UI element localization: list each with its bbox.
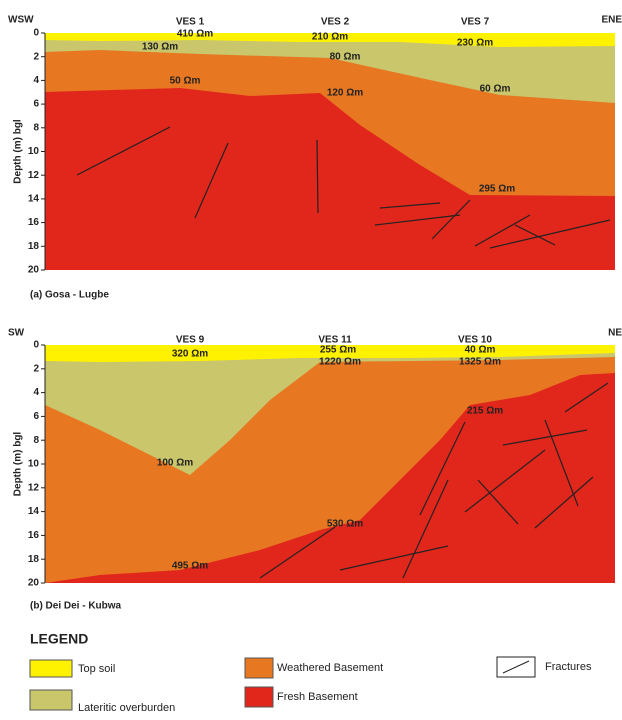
legend-swatch bbox=[30, 690, 72, 710]
station-label: VES 1 bbox=[176, 17, 205, 28]
depth-tick-label: 16 bbox=[28, 530, 40, 541]
depth-tick-label: 0 bbox=[33, 28, 39, 39]
resistivity-label: 1220 Ωm bbox=[319, 357, 361, 368]
resistivity-label: 60 Ωm bbox=[480, 84, 511, 95]
depth-tick-label: 8 bbox=[33, 435, 39, 446]
legend-label: Top soil bbox=[78, 663, 115, 675]
resistivity-label: 80 Ωm bbox=[330, 52, 361, 63]
depth-tick-label: 4 bbox=[33, 75, 39, 86]
resistivity-label: 50 Ωm bbox=[170, 76, 201, 87]
legend-swatch bbox=[30, 660, 72, 677]
depth-tick-label: 8 bbox=[33, 122, 39, 133]
section-b bbox=[45, 345, 615, 583]
y-axis-label: Depth (m) bgl bbox=[13, 119, 24, 184]
resistivity-label: 1325 Ωm bbox=[459, 357, 501, 368]
resistivity-label: 255 Ωm bbox=[320, 345, 356, 356]
legend-label: Fresh Basement bbox=[277, 691, 358, 703]
station-label: VES 2 bbox=[321, 17, 350, 28]
depth-tick-label: 0 bbox=[33, 340, 39, 351]
right-label: ENE bbox=[601, 15, 622, 26]
depth-tick-label: 18 bbox=[28, 241, 40, 252]
legend-label: Fractures bbox=[545, 661, 592, 673]
station-label: VES 9 bbox=[176, 335, 205, 346]
depth-tick-label: 12 bbox=[28, 170, 40, 181]
resistivity-label: 295 Ωm bbox=[479, 184, 515, 195]
left-label: WSW bbox=[8, 15, 34, 26]
depth-tick-label: 2 bbox=[33, 51, 39, 62]
diagram: WSWENEVES 1VES 2VES 7410 Ωm130 Ωm50 Ωm21… bbox=[0, 0, 622, 715]
legend-swatch bbox=[245, 658, 273, 678]
legend-label: Weathered Basement bbox=[277, 662, 383, 674]
legend-title: LEGEND bbox=[30, 631, 88, 647]
resistivity-label: 100 Ωm bbox=[157, 458, 193, 469]
depth-tick-label: 20 bbox=[28, 578, 40, 589]
y-axis-label: Depth (m) bgl bbox=[13, 432, 24, 497]
depth-tick-label: 12 bbox=[28, 482, 40, 493]
resistivity-label: 530 Ωm bbox=[327, 519, 363, 530]
left-label: SW bbox=[8, 328, 25, 339]
depth-tick-label: 16 bbox=[28, 217, 40, 228]
caption: (a) Gosa - Lugbe bbox=[30, 290, 109, 301]
legend-swatch bbox=[245, 687, 273, 707]
resistivity-label: 320 Ωm bbox=[172, 349, 208, 360]
resistivity-label: 120 Ωm bbox=[327, 88, 363, 99]
legend-label: Lateritic overburden bbox=[78, 702, 175, 714]
depth-tick-label: 20 bbox=[28, 265, 40, 276]
resistivity-label: 40 Ωm bbox=[465, 345, 496, 356]
resistivity-label: 495 Ωm bbox=[172, 561, 208, 572]
depth-tick-label: 10 bbox=[28, 146, 40, 157]
resistivity-label: 130 Ωm bbox=[142, 42, 178, 53]
depth-tick-label: 6 bbox=[33, 411, 39, 422]
depth-tick-label: 2 bbox=[33, 363, 39, 374]
caption: (b) Dei Dei - Kubwa bbox=[30, 601, 122, 612]
station-label: VES 7 bbox=[461, 17, 490, 28]
depth-tick-label: 10 bbox=[28, 459, 40, 470]
depth-tick-label: 14 bbox=[28, 194, 40, 205]
resistivity-label: 410 Ωm bbox=[177, 29, 213, 40]
resistivity-label: 210 Ωm bbox=[312, 32, 348, 43]
section-a bbox=[45, 33, 615, 270]
depth-tick-label: 6 bbox=[33, 99, 39, 110]
depth-tick-label: 4 bbox=[33, 387, 39, 398]
right-label: NE bbox=[608, 328, 622, 339]
depth-tick-label: 14 bbox=[28, 506, 40, 517]
depth-tick-label: 18 bbox=[28, 554, 40, 565]
resistivity-label: 230 Ωm bbox=[457, 38, 493, 49]
resistivity-label: 215 Ωm bbox=[467, 406, 503, 417]
